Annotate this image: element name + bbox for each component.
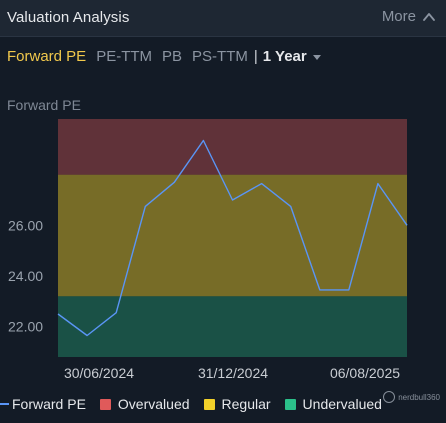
legend-swatch-undervalued xyxy=(284,398,296,410)
legend-line-swatch xyxy=(0,403,9,405)
caret-down-icon xyxy=(312,54,321,60)
period-dropdown[interactable]: 1 Year xyxy=(263,48,322,65)
data-point xyxy=(203,140,204,141)
data-point xyxy=(319,289,320,290)
data-point xyxy=(261,183,262,184)
tab-forward-pe[interactable]: Forward PE xyxy=(7,48,87,65)
legend-label-overvalued: Overvalued xyxy=(117,396,190,412)
legend-item-forward-pe[interactable]: Forward PE xyxy=(0,396,86,412)
legend-label-regular: Regular xyxy=(221,396,271,412)
data-point xyxy=(57,313,58,314)
x-tick-label: 30/06/2024 xyxy=(64,365,134,381)
watermark-text: nerdbull360 xyxy=(398,392,440,402)
legend-item-undervalued[interactable]: Undervalued xyxy=(284,396,382,412)
y-tick-label: 24.00 xyxy=(8,268,43,284)
data-point xyxy=(86,335,87,336)
series-line-forward-pe xyxy=(57,139,408,337)
y-tick-label: 26.00 xyxy=(8,217,43,233)
more-toggle-button[interactable]: More xyxy=(382,8,436,25)
data-point xyxy=(232,199,233,200)
period-selected-value: 1 Year xyxy=(262,48,307,65)
band-undervalued xyxy=(58,296,407,357)
chevron-up-icon xyxy=(423,12,435,21)
tab-ps-ttm[interactable]: PS-TTM xyxy=(192,48,248,65)
watermark-logo-icon xyxy=(383,391,396,403)
legend-label-forward-pe: Forward PE xyxy=(12,396,86,412)
band-overvalued xyxy=(58,119,407,175)
data-point xyxy=(145,206,146,207)
chart-legend: Forward PE Overvalued Regular Undervalue… xyxy=(0,395,396,413)
panel-title: Valuation Analysis xyxy=(7,9,130,26)
tab-pb[interactable]: PB xyxy=(162,48,183,65)
data-point xyxy=(406,225,407,226)
data-point xyxy=(377,183,378,184)
x-tick-label: 31/12/2024 xyxy=(198,365,268,381)
legend-swatch-overvalued xyxy=(99,398,111,410)
data-point xyxy=(290,206,291,207)
data-point xyxy=(174,182,175,183)
legend-item-regular[interactable]: Regular xyxy=(203,396,271,412)
chart-y-title: Forward PE xyxy=(7,97,81,113)
watermark: nerdbull360 xyxy=(383,391,440,403)
legend-swatch-regular xyxy=(203,398,215,410)
metric-tabs: Forward PE PE-TTM PB PS-TTM | 1 Year xyxy=(7,48,322,65)
legend-label-undervalued: Undervalued xyxy=(302,396,382,412)
tab-separator: | xyxy=(253,48,258,65)
x-tick-label: 06/08/2025 xyxy=(330,365,400,381)
tab-pe-ttm[interactable]: PE-TTM xyxy=(96,48,153,65)
data-point xyxy=(348,289,349,290)
data-point xyxy=(116,312,117,313)
more-label: More xyxy=(381,8,416,25)
legend-item-overvalued[interactable]: Overvalued xyxy=(99,396,190,412)
panel-header: Valuation Analysis More xyxy=(0,0,446,37)
band-regular xyxy=(58,174,407,297)
y-tick-label: 22.00 xyxy=(8,319,43,335)
